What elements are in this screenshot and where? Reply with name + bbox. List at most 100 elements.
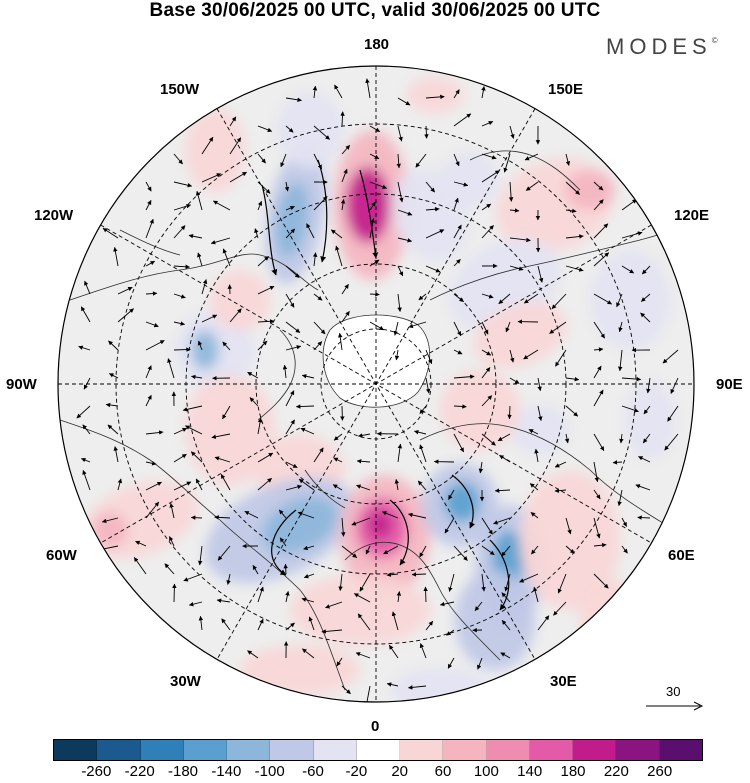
wind-vector [593,461,599,483]
wind-vector [523,293,539,304]
wind-vector [638,456,651,463]
wind-vector [82,424,91,435]
wind-vector [365,545,371,555]
wind-vector [593,573,609,589]
wind-vector [145,501,160,519]
wind-vector [214,456,231,463]
wind-vector [635,484,651,491]
wind-vector [201,173,222,183]
wind-vector [80,306,91,323]
wind-vector [641,293,651,302]
wind-vector [537,615,550,631]
anomaly-blob [440,152,500,208]
wind-vector [533,586,539,603]
coastline [69,253,319,301]
wind-vector [477,657,483,670]
wind-vector [257,153,266,164]
wind-vector [509,265,524,271]
wind-vector [425,349,433,365]
wind-vector [217,545,231,561]
wind-vector [524,153,539,161]
colorbar-tick-label: -100 [254,763,285,780]
colorbar-tick-label: -60 [302,763,324,780]
wind-vector [494,488,511,493]
wind-vector [453,113,472,127]
wind-vector [501,545,511,557]
lon-label-60e: 60E [668,547,695,564]
colorbar-tick-label: 260 [647,763,673,780]
wind-vector [356,459,371,464]
wind-vector [453,181,469,187]
wind-vector [83,377,91,390]
colorbar-tick-label: 180 [560,763,586,780]
chart-title: Base 30/06/2025 00 UTC, valid 30/06/2025… [149,0,601,21]
wind-vector [298,478,315,491]
wind-vector [167,358,175,379]
wind-vector [173,153,183,165]
wind-vector [640,312,651,323]
wind-vector [621,545,628,554]
wind-vector [408,685,427,690]
wind-vector [498,293,511,305]
colorbar-tick-label: 60 [434,763,452,780]
wind-vector [618,349,623,372]
wind-vector [336,657,343,667]
wind-vector [425,94,445,100]
wind-vector [313,321,326,335]
wind-vector [105,402,119,408]
wind-vector [247,650,259,659]
wind-vector [500,652,511,659]
wind-vector [497,433,511,442]
colorbar-tick-label: -180 [167,763,199,780]
wind-vector [641,265,651,275]
lon-label-90e: 90E [716,376,743,393]
wind-vector [341,144,351,155]
wind-vector [381,511,399,519]
wind-vector [593,542,607,548]
wind-vector [197,252,203,267]
wind-vector [523,349,539,360]
meridian-line [100,224,652,544]
wind-vector [357,613,371,631]
wind-vector [108,340,119,351]
wind-vector [474,601,483,612]
wind-vector [637,515,651,520]
wind-vector [453,197,459,211]
colorbar-swatch [400,740,444,760]
wind-vector [229,171,247,183]
wind-vector [509,237,531,243]
wind-vector [619,433,624,444]
latitude-circle [115,123,637,645]
wind-vector [593,365,602,379]
wind-vector [397,293,402,312]
wind-vector [313,447,324,463]
wind-vector [593,252,610,267]
wind-vector [190,451,203,463]
wind-vector [257,586,264,603]
wind-vector [285,484,302,491]
wind-vector [229,137,242,155]
wind-vector [507,405,512,420]
wind-vector [117,478,123,491]
anomaly-field [82,77,675,702]
coastline [219,519,346,691]
colorbar-tick-label: 100 [473,763,499,780]
wind-vector [195,478,203,491]
wind-vector [411,572,427,577]
wind-vector [145,200,152,211]
wind-vector [453,374,475,379]
wind-vector [252,565,259,575]
lon-label-0: 0 [371,718,380,735]
wind-vector [504,573,511,592]
wind-vector [621,199,637,211]
anomaly-blob [390,668,490,702]
wind-vector [565,376,580,382]
wind-vector [662,349,679,364]
wind-vector [222,341,231,351]
wind-vector [408,321,427,329]
anomaly-blob [444,482,480,522]
anomaly-blob [565,170,615,210]
anomaly-blob [407,77,463,113]
wind-vector [244,510,259,519]
wind-vector [210,237,231,245]
